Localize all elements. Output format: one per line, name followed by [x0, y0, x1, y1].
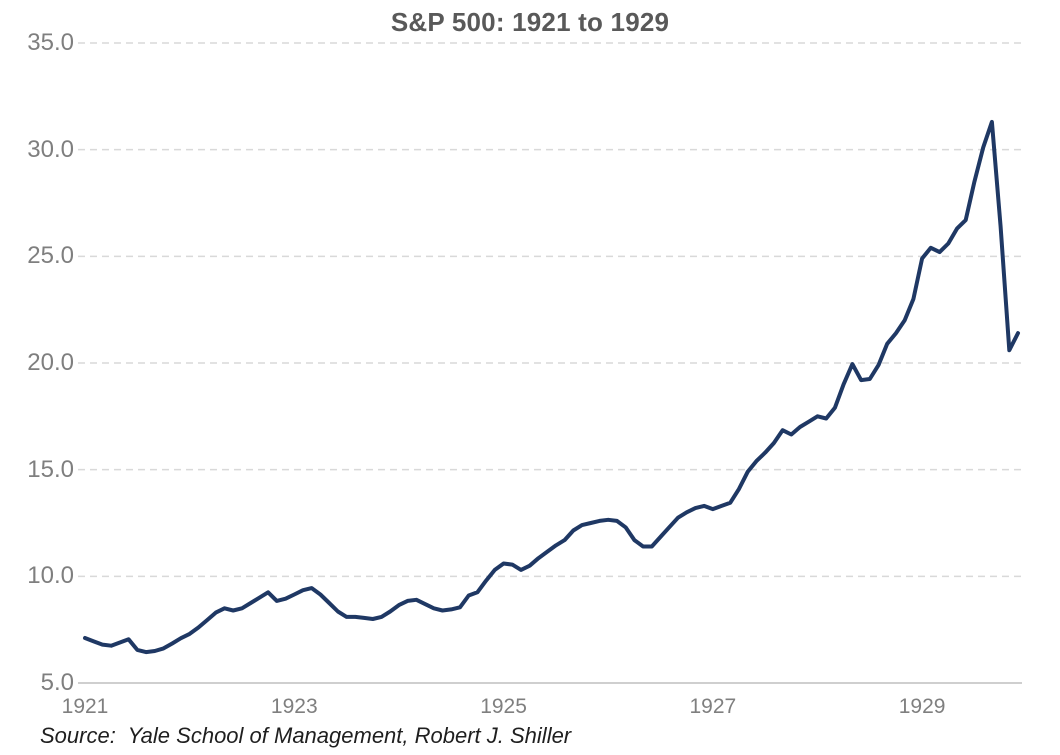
y-axis-tick-label: 15.0 — [27, 455, 74, 483]
y-axis-tick-label: 35.0 — [27, 29, 74, 56]
x-axis-tick-label: 1923 — [270, 695, 318, 718]
sp500-series-line — [83, 119, 1020, 655]
y-axis-tick-label: 5.0 — [40, 669, 74, 696]
y-axis-tick-label: 10.0 — [27, 562, 74, 590]
y-axis-tick-label: 20.0 — [27, 349, 74, 376]
x-axis-tick-label: 1927 — [689, 695, 737, 718]
y-axis-tick-label: 25.0 — [27, 242, 74, 270]
source-caption: Source: Yale School of Management, Rober… — [40, 723, 572, 748]
x-axis-tick-label: 1925 — [480, 695, 527, 718]
x-axis-tick-label: 1929 — [898, 695, 946, 718]
x-axis-tick-label: 1921 — [61, 695, 109, 718]
chart-title: S&P 500: 1921 to 1929 — [390, 7, 670, 37]
y-axis-tick-label: 30.0 — [27, 135, 74, 163]
